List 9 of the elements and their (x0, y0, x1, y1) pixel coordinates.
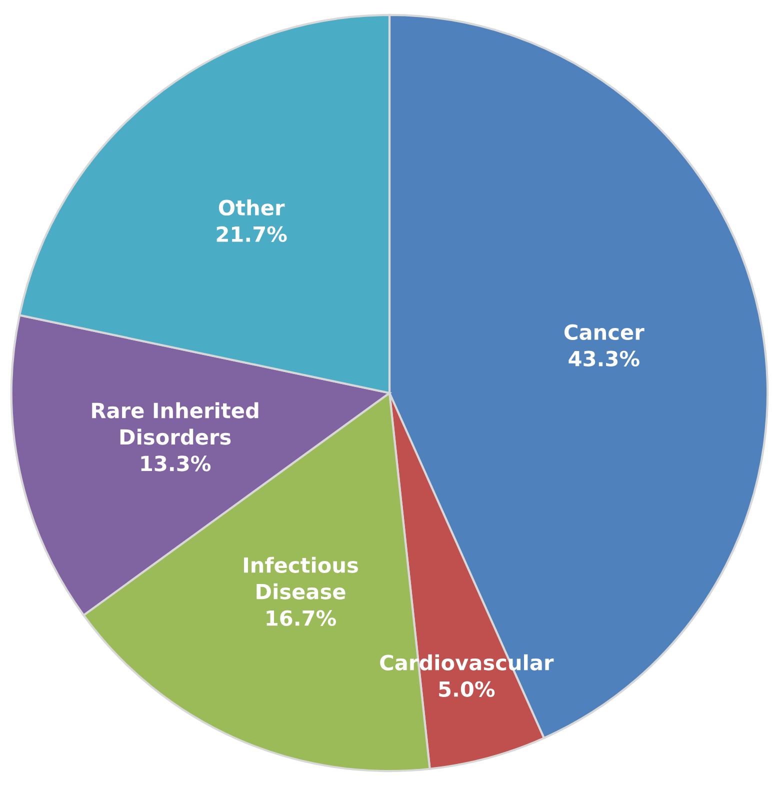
data-label: 13.3% (141, 456, 211, 472)
data-label: 43.3% (568, 350, 640, 366)
data-label: 21.7% (216, 226, 287, 242)
slice-label: Cancer (564, 324, 644, 340)
data-label: 5.0% (439, 681, 495, 697)
slice-label: Infectious Disease (244, 556, 358, 600)
data-label: 16.7% (266, 610, 336, 626)
slice-label: Rare Inherited Disorders (92, 402, 258, 445)
slice-label: Other (218, 199, 285, 216)
